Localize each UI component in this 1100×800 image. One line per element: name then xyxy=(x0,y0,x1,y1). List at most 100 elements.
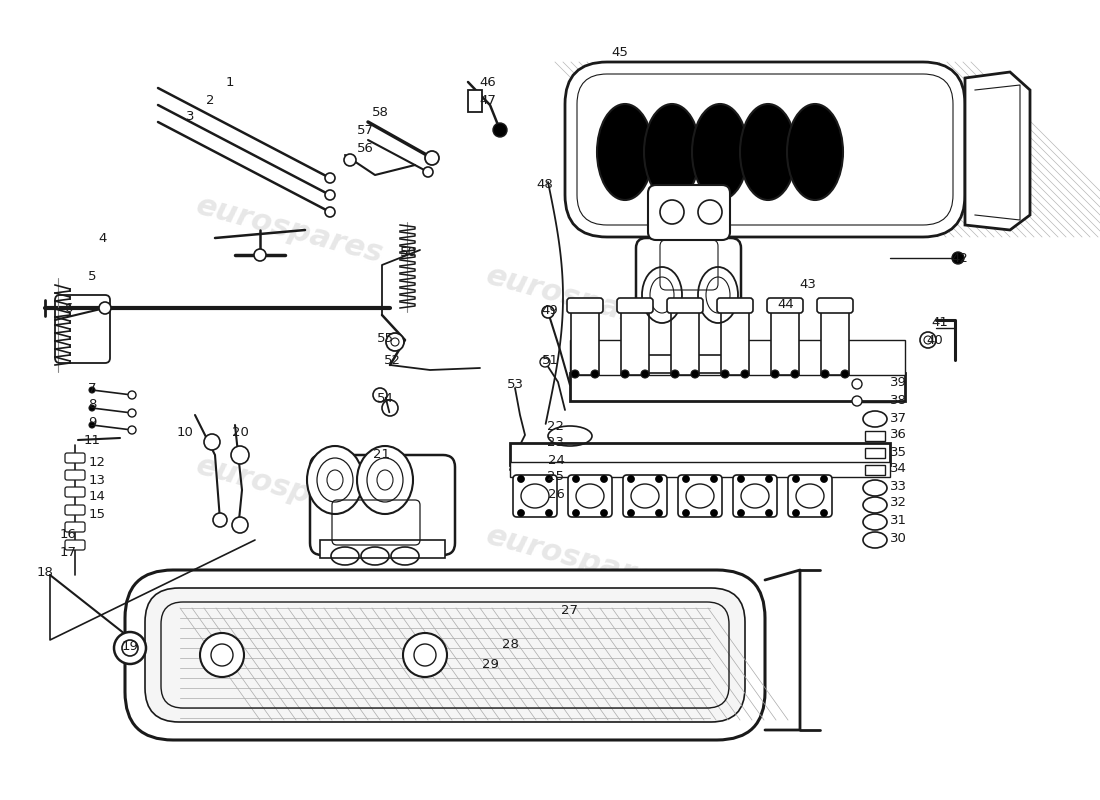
Bar xyxy=(320,540,446,558)
Text: 39: 39 xyxy=(890,375,906,389)
Bar xyxy=(640,355,735,373)
Text: 5: 5 xyxy=(88,270,97,282)
Text: 57: 57 xyxy=(356,123,374,137)
Ellipse shape xyxy=(307,446,363,514)
FancyBboxPatch shape xyxy=(566,298,603,313)
Circle shape xyxy=(128,409,136,417)
Text: 53: 53 xyxy=(506,378,524,391)
FancyBboxPatch shape xyxy=(678,475,722,517)
Circle shape xyxy=(324,190,336,200)
Bar xyxy=(570,340,905,375)
FancyBboxPatch shape xyxy=(717,298,754,313)
Text: 37: 37 xyxy=(890,411,906,425)
Text: 20: 20 xyxy=(232,426,249,438)
Text: 41: 41 xyxy=(932,317,948,330)
FancyBboxPatch shape xyxy=(568,475,612,517)
Text: eurospares: eurospares xyxy=(194,191,387,269)
Bar xyxy=(621,310,649,375)
Text: 21: 21 xyxy=(374,449,390,462)
Text: 19: 19 xyxy=(122,639,139,653)
Circle shape xyxy=(821,370,829,378)
Circle shape xyxy=(572,510,580,517)
Bar xyxy=(865,448,886,458)
Bar xyxy=(510,443,890,465)
Circle shape xyxy=(792,475,800,482)
Circle shape xyxy=(656,510,662,517)
Text: 9: 9 xyxy=(88,415,96,429)
FancyBboxPatch shape xyxy=(65,453,85,463)
FancyBboxPatch shape xyxy=(65,487,85,497)
Circle shape xyxy=(344,154,356,166)
Text: 47: 47 xyxy=(480,94,496,106)
Circle shape xyxy=(128,391,136,399)
Circle shape xyxy=(571,370,579,378)
Text: 56: 56 xyxy=(356,142,373,154)
Text: 18: 18 xyxy=(36,566,54,578)
Circle shape xyxy=(493,123,507,137)
Text: 1: 1 xyxy=(226,77,234,90)
Ellipse shape xyxy=(786,104,843,200)
Bar xyxy=(671,310,698,375)
Text: 40: 40 xyxy=(926,334,944,346)
FancyBboxPatch shape xyxy=(65,505,85,515)
FancyBboxPatch shape xyxy=(667,298,703,313)
Circle shape xyxy=(641,370,649,378)
Circle shape xyxy=(766,475,772,482)
Circle shape xyxy=(952,252,964,264)
Text: 44: 44 xyxy=(778,298,794,311)
Text: eurospares: eurospares xyxy=(194,451,387,529)
FancyBboxPatch shape xyxy=(125,570,764,740)
Text: 25: 25 xyxy=(548,470,564,483)
Circle shape xyxy=(671,370,679,378)
Bar xyxy=(510,462,890,477)
Circle shape xyxy=(232,517,248,533)
Circle shape xyxy=(128,426,136,434)
Circle shape xyxy=(200,633,244,677)
Ellipse shape xyxy=(358,446,412,514)
Text: 49: 49 xyxy=(541,303,559,317)
Circle shape xyxy=(852,379,862,389)
Text: 23: 23 xyxy=(548,437,564,450)
Bar xyxy=(570,373,905,401)
Circle shape xyxy=(403,633,447,677)
Text: 30: 30 xyxy=(890,531,906,545)
Circle shape xyxy=(741,370,749,378)
Text: 10: 10 xyxy=(177,426,194,438)
Text: 28: 28 xyxy=(502,638,518,651)
Text: 54: 54 xyxy=(376,391,394,405)
Circle shape xyxy=(542,306,554,318)
Text: 12: 12 xyxy=(88,457,106,470)
FancyBboxPatch shape xyxy=(817,298,852,313)
FancyBboxPatch shape xyxy=(767,298,803,313)
Circle shape xyxy=(682,475,690,482)
Text: 35: 35 xyxy=(890,446,906,458)
Text: 3: 3 xyxy=(186,110,195,123)
Circle shape xyxy=(114,632,146,664)
Circle shape xyxy=(89,422,95,428)
Circle shape xyxy=(572,475,580,482)
Text: 8: 8 xyxy=(88,398,96,411)
Text: 55: 55 xyxy=(376,331,394,345)
Circle shape xyxy=(204,434,220,450)
Circle shape xyxy=(546,510,552,517)
Circle shape xyxy=(656,475,662,482)
Text: 4: 4 xyxy=(99,231,107,245)
Bar xyxy=(865,465,886,475)
Ellipse shape xyxy=(740,104,796,200)
Circle shape xyxy=(711,475,717,482)
Text: 31: 31 xyxy=(890,514,906,526)
Circle shape xyxy=(627,475,635,482)
FancyBboxPatch shape xyxy=(65,470,85,480)
Text: 42: 42 xyxy=(952,251,968,265)
Circle shape xyxy=(425,151,439,165)
Circle shape xyxy=(324,207,336,217)
Circle shape xyxy=(601,510,607,517)
Circle shape xyxy=(842,370,849,378)
Circle shape xyxy=(546,475,552,482)
Text: 27: 27 xyxy=(561,603,579,617)
Circle shape xyxy=(386,333,404,351)
Text: 16: 16 xyxy=(59,529,76,542)
FancyBboxPatch shape xyxy=(648,185,730,240)
Circle shape xyxy=(424,167,433,177)
Text: 24: 24 xyxy=(548,454,564,466)
